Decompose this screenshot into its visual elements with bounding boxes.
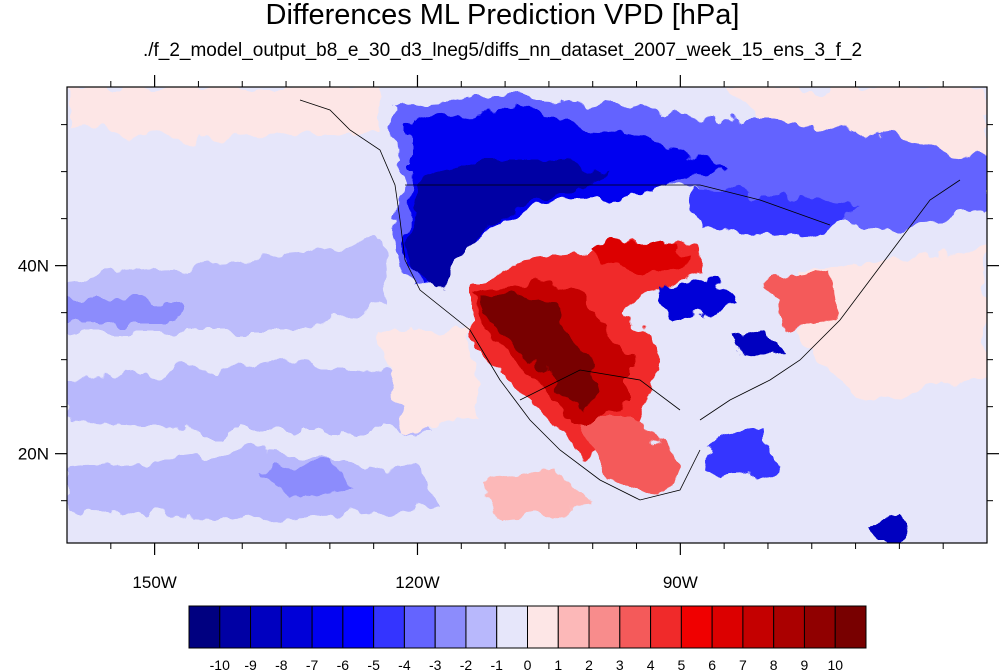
y-axis: 40N 20N xyxy=(18,124,999,502)
field-band xyxy=(735,330,780,355)
colorbar-swatch xyxy=(680,605,713,649)
field-band xyxy=(590,240,690,275)
colorbar-swatch xyxy=(280,605,313,649)
colorbar-swatch xyxy=(742,605,775,649)
field-band xyxy=(660,280,730,320)
colorbar-label: 10 xyxy=(827,657,843,672)
colorbar-label: -1 xyxy=(491,657,504,672)
colorbar-swatch xyxy=(342,605,375,649)
colorbar-label: -3 xyxy=(429,657,442,672)
colorbar-label: 8 xyxy=(770,657,778,672)
colorbar-label: 5 xyxy=(677,657,685,672)
y-tick-label: 20N xyxy=(18,445,49,464)
field-band xyxy=(800,250,987,400)
field-band xyxy=(870,515,910,540)
colorbar-swatch xyxy=(527,605,559,649)
field-band xyxy=(410,160,610,285)
colorbar-swatch xyxy=(311,605,344,649)
field-band xyxy=(480,295,600,410)
y-tick-label: 40N xyxy=(18,257,49,276)
colorbar-label: -4 xyxy=(398,657,411,672)
colorbar-swatch xyxy=(219,605,252,649)
colorbar-swatch xyxy=(773,605,805,649)
colorbar-swatch xyxy=(711,605,744,649)
colorbar-label: 4 xyxy=(647,657,655,672)
colorbar-label: -10 xyxy=(210,657,230,672)
colorbar-label: 6 xyxy=(708,657,716,672)
field-band xyxy=(260,460,360,500)
plot-frame xyxy=(66,86,988,544)
x-tick-label: 150W xyxy=(132,573,176,592)
colorbar-label: -8 xyxy=(275,657,288,672)
field-band xyxy=(405,110,720,285)
field-layer xyxy=(67,87,987,540)
coastline-east xyxy=(699,179,961,421)
colorbar-label: 9 xyxy=(801,657,809,672)
colorbar-swatch xyxy=(496,605,528,649)
colorbar-label: 3 xyxy=(616,657,624,672)
colorbar-swatch xyxy=(803,605,836,649)
colorbar-swatch xyxy=(403,605,436,649)
colorbar-label: 2 xyxy=(585,657,593,672)
coastline-west xyxy=(299,99,701,501)
chart-title: Differences ML Prediction VPD [hPa] xyxy=(265,0,740,31)
colorbar-swatch xyxy=(465,605,498,649)
field-band xyxy=(480,470,590,520)
field-band xyxy=(580,420,680,500)
colorbar-label: 7 xyxy=(739,657,747,672)
colorbar-swatch xyxy=(557,605,590,649)
colorbar-swatch xyxy=(434,605,467,649)
colorbar-swatch xyxy=(650,605,682,649)
colorbar-label: 0 xyxy=(524,657,532,672)
colorbar-swatch xyxy=(619,605,652,649)
field-band xyxy=(700,430,780,480)
colorbar-label: -5 xyxy=(367,657,380,672)
field-band xyxy=(67,360,430,430)
field-band xyxy=(380,330,480,430)
coastlines xyxy=(299,99,961,501)
colorbar-swatch xyxy=(834,605,867,649)
colorbar-label: -9 xyxy=(244,657,257,672)
colorbar-swatch xyxy=(373,605,405,649)
border-mexico xyxy=(519,369,681,411)
border-canada xyxy=(405,184,831,226)
chart-subtitle: ./f_2_model_output_b8_e_30_d3_lneg5/diff… xyxy=(142,40,863,61)
x-axis: 150W 120W 90W xyxy=(110,75,944,592)
colorbar-swatch xyxy=(188,605,221,649)
colorbar-swatch xyxy=(250,605,282,649)
field-band xyxy=(690,190,860,240)
x-tick-label: 90W xyxy=(663,573,698,592)
colorbar-label: -6 xyxy=(337,657,350,672)
x-tick-label: 120W xyxy=(395,573,439,592)
field-band xyxy=(67,450,440,520)
colorbar: -10 -9 -8 -7 -6 -5 -4 -3 -2 -1 0 1 2 3 4 5 6 7 8 9 10 xyxy=(188,605,867,672)
colorbar-label: -2 xyxy=(460,657,473,672)
field-band xyxy=(67,300,180,320)
colorbar-swatch xyxy=(588,605,621,649)
colorbar-label: 1 xyxy=(554,657,562,672)
field-band xyxy=(760,270,840,330)
colorbar-label: -7 xyxy=(306,657,319,672)
